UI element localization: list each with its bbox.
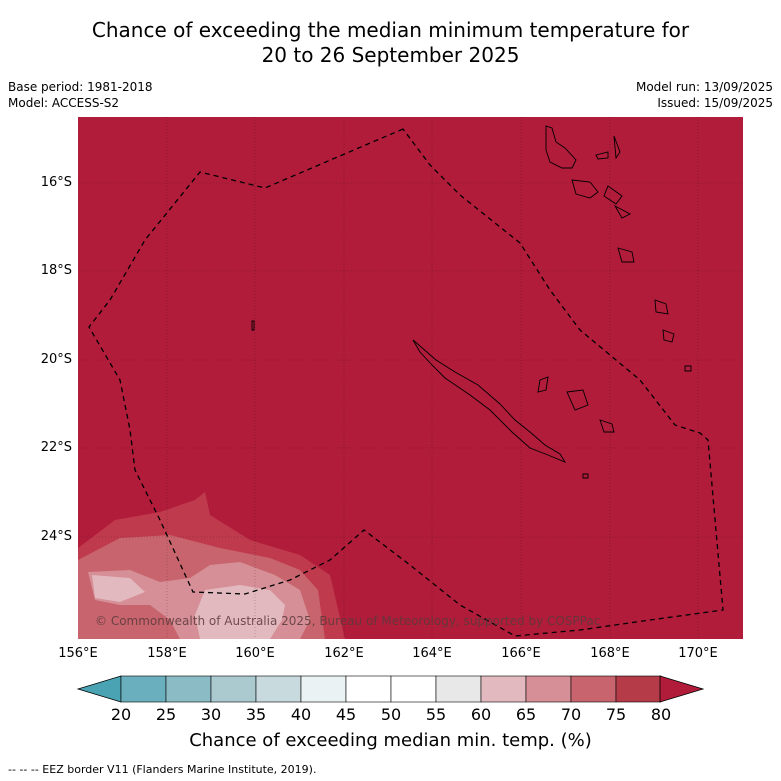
colorbar-block bbox=[165, 675, 212, 703]
colorbar-block bbox=[390, 675, 437, 703]
efate-island bbox=[617, 247, 635, 263]
colorbar-block bbox=[210, 675, 257, 703]
lon-tick-164e: 164°E bbox=[412, 646, 452, 661]
colorbar-block bbox=[570, 675, 617, 703]
graticule bbox=[78, 117, 743, 639]
colorbar-label-60: 60 bbox=[470, 705, 492, 724]
colorbar-block bbox=[255, 675, 302, 703]
colorbar-label-25: 25 bbox=[155, 705, 177, 724]
contour-60-west bbox=[92, 575, 145, 602]
colorbar-block bbox=[300, 675, 347, 703]
chart-title: Chance of exceeding the median minimum t… bbox=[0, 18, 781, 68]
colorbar-arrow-high bbox=[659, 675, 705, 703]
colorbar-label-80: 80 bbox=[650, 705, 672, 724]
lat-tick-16s: 16°S bbox=[40, 175, 72, 190]
eez-legend-note: -- -- -- EEZ border V11 (Flanders Marine… bbox=[8, 763, 317, 776]
lon-tick-156e: 156°E bbox=[58, 646, 98, 661]
lon-tick-160e: 160°E bbox=[235, 646, 275, 661]
eez-border bbox=[88, 128, 724, 637]
issued-date: Issued: 15/09/2025 bbox=[657, 96, 773, 110]
colorbar-blocks bbox=[120, 675, 662, 703]
colorbar-label-75: 75 bbox=[605, 705, 627, 724]
colorbar-label-70: 70 bbox=[560, 705, 582, 724]
colorbar-block bbox=[480, 675, 527, 703]
meta-left: Base period: 1981-2018 Model: ACCESS-S2 bbox=[8, 79, 153, 111]
lifou-island bbox=[566, 389, 589, 411]
model-run: Model run: 13/09/2025 bbox=[635, 80, 773, 94]
lon-tick-170e: 170°E bbox=[678, 646, 718, 661]
title-line-2: 20 to 26 September 2025 bbox=[261, 43, 520, 67]
shepherd-islands bbox=[613, 204, 631, 219]
colorbar-label-40: 40 bbox=[290, 705, 312, 724]
copyright-notice: © Commonwealth of Australia 2025, Bureau… bbox=[95, 614, 601, 628]
colorbar-label-55: 55 bbox=[425, 705, 447, 724]
map-area bbox=[78, 117, 743, 639]
colorbar-label-50: 50 bbox=[380, 705, 402, 724]
epi-island bbox=[603, 185, 623, 205]
title-line-1: Chance of exceeding the median minimum t… bbox=[91, 18, 690, 42]
tanna-island bbox=[662, 329, 675, 343]
model-name: Model: ACCESS-S2 bbox=[8, 96, 120, 110]
reef-islet bbox=[251, 320, 255, 331]
colorbar-block bbox=[525, 675, 572, 703]
colorbar bbox=[76, 675, 705, 703]
ouvea-island bbox=[537, 376, 549, 393]
maewo-island bbox=[613, 135, 621, 160]
espiritu-santo-island bbox=[545, 125, 577, 169]
matthew-island bbox=[684, 365, 692, 372]
colorbar-label-35: 35 bbox=[245, 705, 267, 724]
malakula-island bbox=[571, 179, 599, 199]
colorbar-label-65: 65 bbox=[515, 705, 537, 724]
colorbar-block bbox=[435, 675, 482, 703]
base-period: Base period: 1981-2018 bbox=[8, 80, 153, 94]
lat-tick-24s: 24°S bbox=[40, 529, 72, 544]
ambae-island bbox=[595, 151, 609, 160]
coastlines bbox=[251, 125, 692, 479]
lat-tick-22s: 22°S bbox=[40, 440, 72, 455]
colorbar-label-20: 20 bbox=[110, 705, 132, 724]
lat-tick-20s: 20°S bbox=[40, 352, 72, 367]
colorbar-block bbox=[345, 675, 392, 703]
lon-tick-162e: 162°E bbox=[324, 646, 364, 661]
colorbar-block bbox=[120, 675, 167, 703]
lon-tick-168e: 168°E bbox=[590, 646, 630, 661]
colorbar-title: Chance of exceeding median min. temp. (%… bbox=[189, 730, 592, 751]
erromango-island bbox=[654, 299, 669, 315]
colorbar-arrow-low bbox=[76, 675, 122, 703]
lon-tick-158e: 158°E bbox=[147, 646, 187, 661]
meta-right: Model run: 13/09/2025 Issued: 15/09/2025 bbox=[636, 79, 773, 111]
colorbar-label-30: 30 bbox=[200, 705, 222, 724]
colorbar-block bbox=[615, 675, 662, 703]
lat-tick-18s: 18°S bbox=[40, 263, 72, 278]
grande-terre-island bbox=[412, 339, 567, 463]
contour-60-south bbox=[195, 585, 285, 639]
colorbar-label-45: 45 bbox=[335, 705, 357, 724]
mare-island bbox=[599, 419, 615, 433]
isle-of-pines bbox=[582, 473, 589, 479]
lon-tick-166e: 166°E bbox=[501, 646, 541, 661]
